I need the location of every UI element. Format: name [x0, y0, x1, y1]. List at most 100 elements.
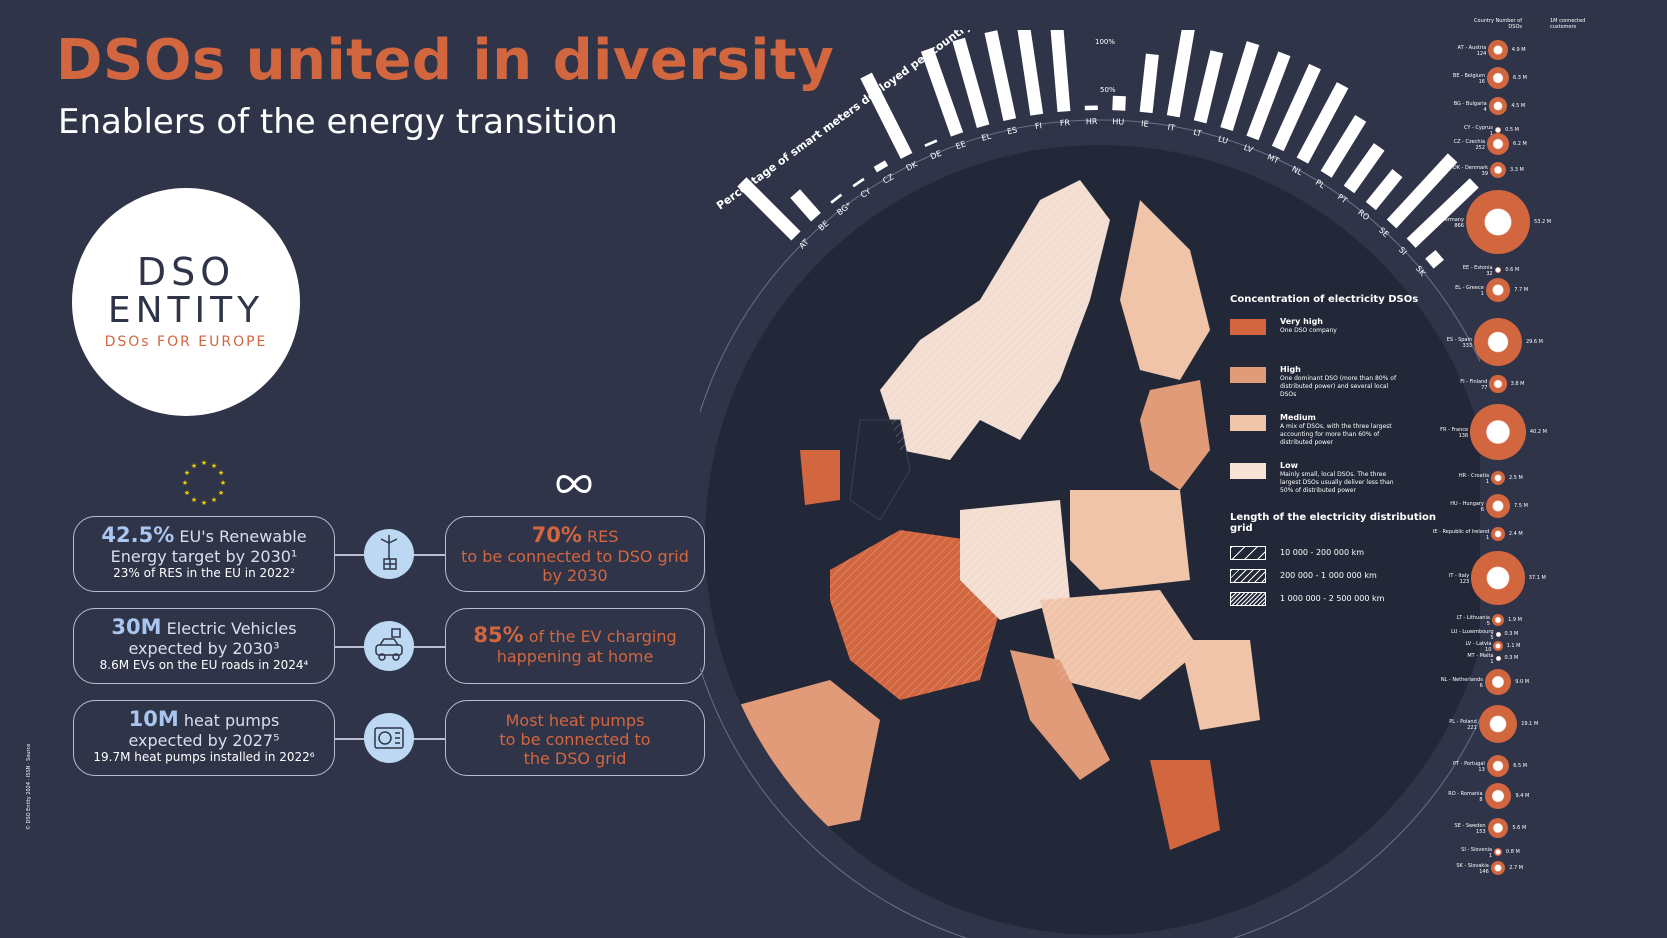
- country-label: EL - Greece 1: [1424, 285, 1484, 297]
- country-name: SK - Slovakia: [1456, 863, 1489, 869]
- country-label: IE - Republic of Ireland 1: [1429, 529, 1489, 541]
- smart-meter-bar-mt: [1271, 63, 1321, 152]
- country-name: CZ - Czechia: [1453, 139, 1486, 145]
- country-name: RO - Romania: [1448, 791, 1483, 797]
- smart-meter-bar-cz: [873, 160, 889, 173]
- customers-bubble: [1484, 782, 1512, 810]
- customers-bubble: [1495, 655, 1501, 661]
- country-name: BE - Belgium: [1452, 73, 1485, 79]
- country-label: FI - Finland 77: [1427, 379, 1487, 391]
- customers-value: 0.8 M: [1505, 849, 1520, 855]
- customers-bubble: [1486, 754, 1510, 778]
- country-label: ES - Spain 333: [1412, 337, 1472, 349]
- customers-bubble: [1490, 162, 1506, 178]
- country-code-label: EE: [955, 139, 968, 151]
- grid-length-legend-heading: Length of the electricity distribution g…: [1230, 512, 1437, 534]
- country-label: FR - France 138: [1408, 427, 1468, 439]
- legend-item: Medium A mix of DSOs, with the three larg…: [1230, 411, 1460, 459]
- country-name: HR - Croatia: [1458, 473, 1490, 479]
- country-name: DK - Denmark: [1452, 165, 1489, 171]
- country-name: EL - Greece: [1455, 285, 1484, 291]
- country-code-label: IE: [1141, 119, 1149, 129]
- customers-bubble: [1471, 551, 1525, 605]
- country-dsos: 138: [1458, 433, 1469, 439]
- customers-value: 9.4 M: [1515, 793, 1530, 799]
- country-name: FI - Finland: [1460, 379, 1488, 385]
- country-code-label: BE: [817, 219, 831, 233]
- svg-text:★: ★: [218, 489, 224, 497]
- outer-ring: [700, 119, 1480, 938]
- logo-line3: DSOs FOR EUROPE: [104, 334, 268, 350]
- heat-pump-target-small: 19.7M heat pumps installed in 2022⁶: [93, 750, 315, 764]
- customers-value: 6.5 M: [1513, 763, 1528, 769]
- header-left-label: Country Number of DSOs: [1474, 18, 1522, 30]
- customers-bubble: [1484, 668, 1512, 696]
- legend-desc: One DSO company: [1280, 327, 1337, 334]
- smart-meter-bar-de: [924, 139, 938, 147]
- tick-100-label: 100%: [1095, 38, 1115, 46]
- smart-meter-bar-pt: [1343, 143, 1385, 194]
- country-dsos: 6: [1479, 683, 1483, 689]
- customers-bubble: [1494, 266, 1502, 274]
- ev-target-text: Electric Vehicles: [161, 619, 297, 638]
- smart-meter-bar-ie: [1139, 53, 1159, 114]
- heat-pump-target-line2: expected by 2027⁵: [128, 731, 280, 750]
- heat-pump-target-box: 10M heat pumps expected by 2027⁵ 19.7M h…: [73, 700, 335, 776]
- country-code-label: MT: [1266, 152, 1281, 165]
- country-name: SI - Slovenia: [1461, 847, 1493, 853]
- country-name: LV - Latvia: [1465, 641, 1492, 647]
- customers-value: 0.6 M: [1505, 267, 1520, 273]
- smart-meter-bar-fi: [1017, 30, 1044, 116]
- smart-meter-bar-nl: [1296, 82, 1349, 164]
- svg-text:★: ★: [182, 479, 188, 487]
- ev-target-small: 8.6M EVs on the EU roads in 2024⁴: [99, 658, 309, 672]
- ev-target-value: 30M: [111, 615, 162, 639]
- page-title: DSOs united in diversity: [56, 28, 835, 93]
- customers-value: 37.1 M: [1528, 575, 1546, 581]
- customers-value: 0.3 M: [1504, 631, 1519, 637]
- country-label: BG - Bulgaria 4: [1427, 101, 1487, 113]
- country-dsos: 221: [1467, 725, 1477, 731]
- customers-value: 6.2 M: [1512, 141, 1527, 147]
- header-right-label: 1M connected customers: [1550, 18, 1586, 30]
- finland: [1120, 200, 1210, 380]
- country-code-label: HU: [1112, 117, 1124, 127]
- country-name: PT - Portugal: [1453, 761, 1485, 767]
- country-code-label: ES: [1006, 125, 1018, 136]
- country-code-label: NL: [1290, 164, 1304, 177]
- country-label: SE - Sweden 153: [1426, 823, 1486, 835]
- country-dsos: 16: [1478, 79, 1485, 85]
- legend-label: 200 000 - 1 000 000 km: [1280, 571, 1377, 580]
- smart-meter-bar-dk: [860, 72, 913, 159]
- svg-text:★: ★: [184, 469, 190, 477]
- svg-text:★: ★: [191, 462, 197, 470]
- country-name: IE - Republic of Ireland: [1432, 529, 1490, 535]
- smart-meter-bar-at: [737, 177, 801, 241]
- svg-text:★: ★: [201, 459, 207, 467]
- legend-label: 1 000 000 - 2 500 000 km: [1280, 594, 1385, 603]
- legend-desc: A mix of DSOs, with the three largest ac…: [1280, 423, 1392, 446]
- country-name: LU - Luxembourg: [1451, 629, 1494, 635]
- country-name: PL - Poland: [1449, 719, 1477, 725]
- customers-value: 53.2 M: [1534, 219, 1552, 225]
- romania: [1180, 640, 1260, 730]
- country-code-label: IT: [1167, 123, 1176, 133]
- res-connection-line3: by 2030: [542, 566, 608, 585]
- smart-meter-bar-cy: [852, 177, 865, 188]
- country-name: DE - Germany: [1428, 217, 1464, 223]
- page-subtitle: Enablers of the energy transition: [58, 102, 618, 142]
- legend-item: 200 000 - 1 000 000 km: [1230, 567, 1460, 590]
- country-code-label: FI: [1034, 121, 1042, 131]
- customers-value: 7.7 M: [1514, 287, 1529, 293]
- svg-text:★: ★: [211, 462, 217, 470]
- country-code-label: LT: [1192, 128, 1202, 139]
- customers-bubble: [1474, 318, 1522, 366]
- country-dsos: 866: [1454, 223, 1464, 229]
- legend-label: 10 000 - 200 000 km: [1280, 548, 1365, 557]
- smart-meter-bar-ro: [1365, 169, 1403, 211]
- country-label: MT - Malta 1: [1434, 653, 1494, 665]
- country-name: MT - Malta: [1467, 653, 1494, 659]
- ev-target-box: 30M Electric Vehicles expected by 2030³ …: [73, 608, 335, 684]
- ev-home-charging-value: 85%: [473, 623, 524, 647]
